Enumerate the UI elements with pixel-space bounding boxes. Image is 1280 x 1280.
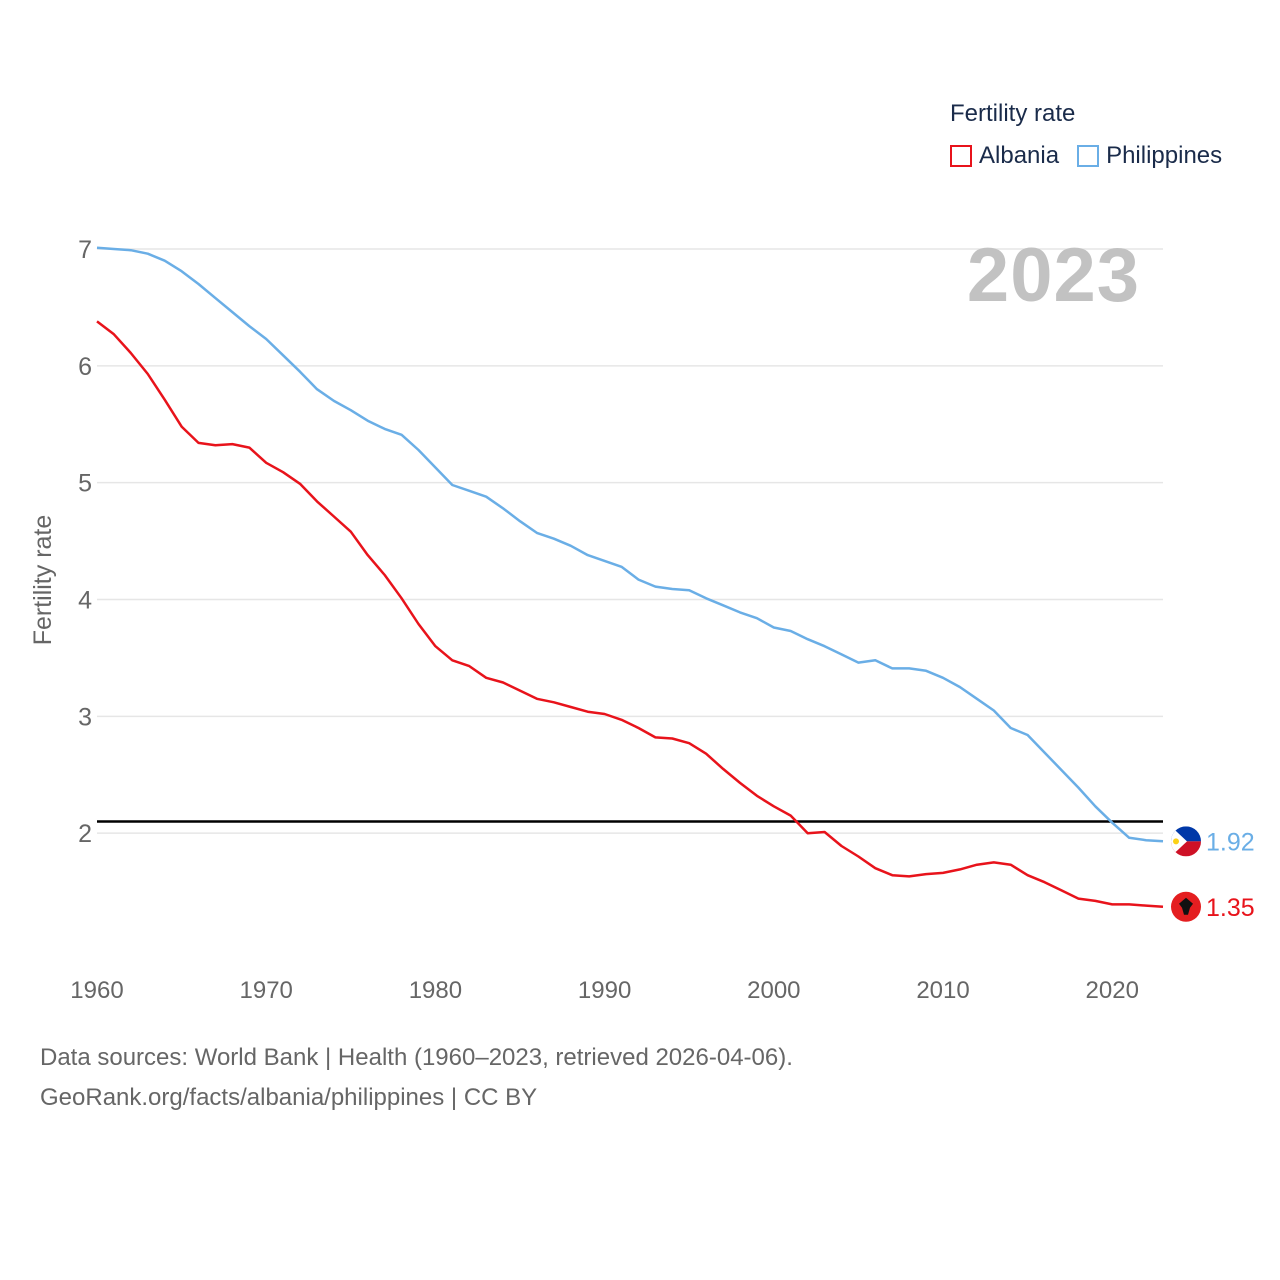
y-tick-label: 7 <box>78 236 92 264</box>
legend-title: Fertility rate <box>950 100 1076 127</box>
eagle-icon <box>1179 897 1193 915</box>
gridlines <box>97 248 1163 834</box>
end-value-label-albania: 1.35 <box>1206 894 1255 922</box>
series-line-albania <box>96 320 1164 909</box>
y-tick-label: 4 <box>78 587 92 615</box>
end-marker-albania: 1.35 <box>1171 891 1255 922</box>
legend-item-albania[interactable]: Albania <box>950 142 1059 170</box>
flag-sun-icon <box>1173 838 1179 845</box>
y-tick-label: 5 <box>78 470 92 498</box>
x-tick-label: 2010 <box>916 977 969 1004</box>
x-tick-label: 1960 <box>70 977 123 1004</box>
y-tick-label: 6 <box>78 353 92 381</box>
y-axis-label: Fertility rate <box>29 515 57 646</box>
y-axis-ticks: 2 3 4 5 6 7 <box>78 236 92 848</box>
series-line-philippines <box>96 246 1164 843</box>
x-tick-label: 1980 <box>409 977 462 1004</box>
legend: Albania Philippines <box>950 142 1240 170</box>
x-tick-label: 2000 <box>747 977 800 1004</box>
end-marker-philippines: 1.92 <box>1171 826 1255 857</box>
x-axis-ticks: 1960 1970 1980 1990 2000 2010 2020 <box>70 977 1139 1004</box>
end-markers: 1.35 1.92 <box>1171 826 1255 922</box>
footer-sources: Data sources: World Bank | Health (1960–… <box>40 1044 793 1071</box>
footer-attribution: GeoRank.org/facts/albania/philippines | … <box>40 1084 538 1111</box>
legend-label-philippines: Philippines <box>1106 142 1223 169</box>
legend-item-philippines[interactable]: Philippines <box>1077 142 1222 170</box>
legend-swatch-philippines <box>1077 145 1100 167</box>
philippines-flag-icon <box>1171 826 1201 857</box>
x-tick-label: 1970 <box>240 977 293 1004</box>
legend-swatch-albania <box>950 145 972 167</box>
year-watermark: 2023 <box>966 233 1140 318</box>
legend-label-albania: Albania <box>979 142 1060 169</box>
y-tick-label: 3 <box>78 703 92 731</box>
y-tick-label: 2 <box>78 820 92 848</box>
x-tick-label: 1990 <box>578 977 631 1004</box>
end-value-label-philippines: 1.92 <box>1206 828 1255 856</box>
x-tick-label: 2020 <box>1086 977 1139 1004</box>
series-lines <box>96 246 1164 909</box>
